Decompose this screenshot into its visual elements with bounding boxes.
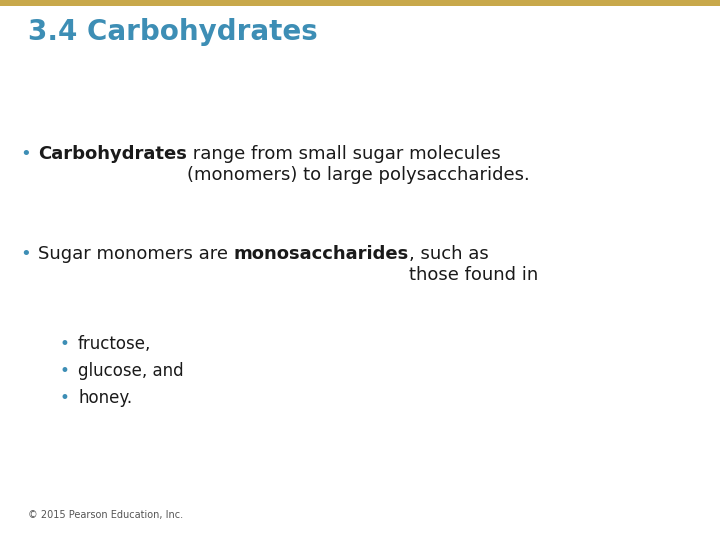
Text: 3.4 Carbohydrates: 3.4 Carbohydrates [28,18,318,46]
Text: •: • [20,245,31,263]
Text: Sugar monomers are: Sugar monomers are [38,245,234,263]
Text: fructose,: fructose, [78,335,151,353]
Text: •: • [60,362,70,380]
Text: range from small sugar molecules
(monomers) to large polysaccharides.: range from small sugar molecules (monome… [187,145,530,184]
Text: , such as
those found in: , such as those found in [409,245,539,284]
Text: •: • [60,335,70,353]
Bar [0,0,720,6]
Text: glucose, and: glucose, and [78,362,184,380]
Text: Carbohydrates: Carbohydrates [38,145,187,163]
Text: honey.: honey. [78,389,132,407]
Text: •: • [20,145,31,163]
Text: © 2015 Pearson Education, Inc.: © 2015 Pearson Education, Inc. [28,510,183,520]
Text: •: • [60,389,70,407]
Text: monosaccharides: monosaccharides [234,245,409,263]
